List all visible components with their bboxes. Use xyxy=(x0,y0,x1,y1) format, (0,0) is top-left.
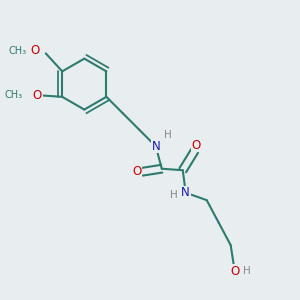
Text: O: O xyxy=(132,165,142,178)
Text: H: H xyxy=(169,190,177,200)
Text: CH₃: CH₃ xyxy=(8,46,26,56)
Text: H: H xyxy=(164,130,172,140)
Text: O: O xyxy=(192,139,201,152)
Text: N: N xyxy=(152,140,160,153)
Text: CH₃: CH₃ xyxy=(4,90,22,100)
Text: O: O xyxy=(31,44,40,58)
Text: O: O xyxy=(33,89,42,102)
Text: N: N xyxy=(182,186,190,199)
Text: O: O xyxy=(231,265,240,278)
Text: H: H xyxy=(243,266,250,276)
